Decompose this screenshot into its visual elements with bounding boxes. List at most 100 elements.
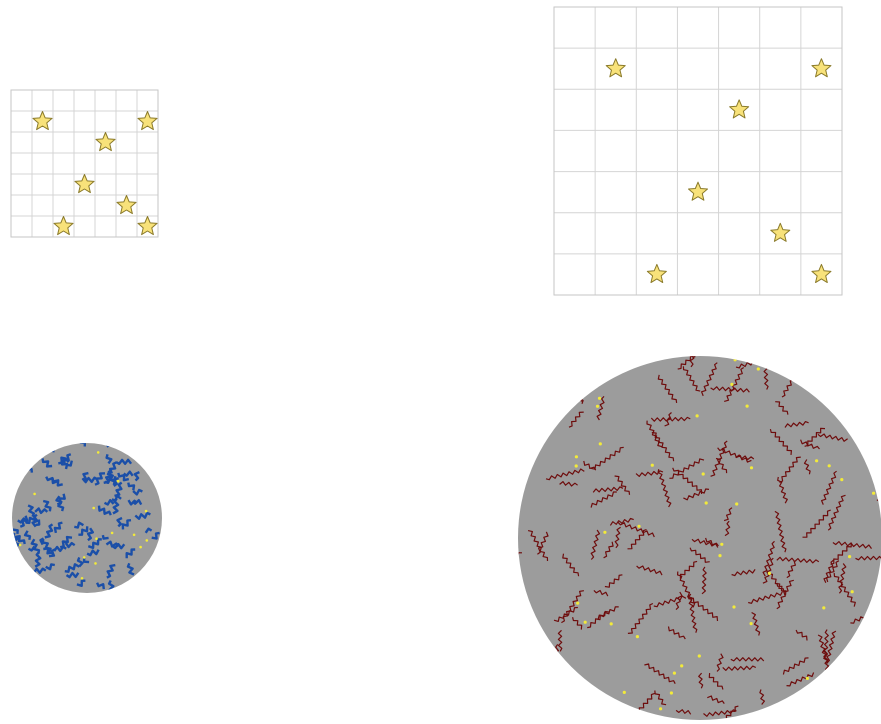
sphere-mark [559, 481, 578, 487]
sphere-mark [769, 428, 792, 455]
sphere-mark [14, 535, 26, 545]
sphere-dot [815, 459, 819, 463]
sphere-mark [46, 443, 55, 453]
sphere-mark [774, 510, 787, 553]
sphere-mark [575, 370, 584, 404]
sphere-mark [87, 538, 102, 549]
sphere-mark [762, 557, 774, 584]
sphere-mark [64, 541, 76, 549]
sphere-dot [767, 571, 772, 576]
sphere-mark [86, 549, 100, 557]
sphere-mark [646, 420, 663, 448]
star-icon [32, 111, 53, 131]
sphere-dot [659, 707, 663, 711]
sphere-mark [689, 547, 710, 563]
sphere-mark [731, 569, 756, 577]
sphere-dot [805, 676, 810, 681]
sphere-mark [82, 471, 89, 482]
sphere-mark [614, 526, 621, 549]
sphere-mark [106, 469, 116, 486]
sphere-mark [65, 571, 80, 579]
sphere-mark [111, 494, 122, 502]
sphere-mark [776, 579, 794, 610]
sphere-dot [145, 539, 149, 542]
sphere-dot [574, 464, 578, 468]
sphere-mark [592, 486, 624, 493]
sphere-mark [572, 617, 583, 630]
small-star-grid [10, 89, 159, 238]
sphere-mark [724, 367, 745, 402]
sphere-mark [111, 542, 126, 550]
large-sphere [518, 356, 881, 720]
sphere-dot [822, 606, 826, 610]
sphere-mark [803, 459, 811, 475]
sphere-mark [35, 519, 41, 527]
sphere-dot [827, 464, 831, 468]
sphere-dot [82, 556, 86, 559]
sphere-mark [759, 689, 765, 705]
sphere-dot [94, 562, 97, 565]
sphere-mark [545, 468, 585, 481]
sphere-mark [689, 356, 697, 368]
sphere-mark [121, 519, 132, 530]
sphere-mark [614, 475, 631, 495]
sphere-mark [667, 626, 686, 640]
sphere-mark [17, 517, 28, 524]
sphere-mark [151, 531, 160, 540]
sphere-mark [115, 458, 133, 466]
sphere-mark [39, 537, 45, 546]
sphere-mark [627, 602, 654, 634]
large-sphere-dots [574, 358, 876, 711]
sphere-mark [97, 505, 112, 516]
sphere-mark [583, 460, 597, 471]
sphere-dot [749, 466, 754, 470]
sphere-mark [786, 560, 796, 579]
sphere-dot [735, 502, 739, 506]
sphere-mark [561, 590, 584, 624]
sphere-mark [94, 472, 106, 486]
sphere-mark [657, 374, 678, 403]
small-sphere [12, 443, 162, 593]
sphere-mark [590, 446, 624, 470]
sphere-mark [25, 514, 37, 525]
sphere-dot [680, 664, 684, 668]
sphere-mark [698, 672, 704, 689]
sphere-dot [595, 404, 600, 408]
sphere-mark [23, 530, 32, 541]
sphere-dot [597, 396, 602, 400]
sphere-mark [527, 530, 549, 562]
sphere-mark [593, 589, 609, 597]
star-icon [687, 181, 709, 201]
sphere-mark [43, 547, 55, 557]
sphere-mark [707, 695, 725, 704]
sphere-mark [776, 582, 787, 596]
star-icon [137, 111, 158, 131]
sphere-mark [132, 488, 143, 496]
sphere-dot [720, 542, 724, 546]
sphere-mark [27, 504, 35, 518]
sphere-dot [574, 455, 579, 459]
sphere-mark [832, 541, 872, 549]
sphere-mark [777, 476, 788, 504]
star-icon [74, 174, 95, 194]
sphere-dot [80, 577, 84, 580]
sphere-mark [53, 521, 63, 534]
sphere-mark [66, 460, 73, 467]
sphere-mark [41, 458, 53, 468]
sphere-mark [12, 528, 19, 534]
sphere-mark [800, 439, 820, 450]
sphere-mark [64, 563, 80, 573]
sphere-mark [590, 529, 601, 560]
sphere-mark [103, 499, 115, 506]
sphere-mark [722, 665, 757, 671]
sphere-mark [51, 477, 63, 487]
sphere-mark [45, 563, 55, 571]
sphere-mark [55, 495, 65, 512]
sphere-mark [42, 499, 52, 512]
sphere-dot [144, 509, 148, 513]
sphere-mark [827, 494, 846, 531]
sphere-mark [802, 509, 831, 538]
sphere-mark [27, 545, 36, 552]
sphere-mark [669, 458, 705, 479]
sphere-dot [132, 533, 136, 537]
